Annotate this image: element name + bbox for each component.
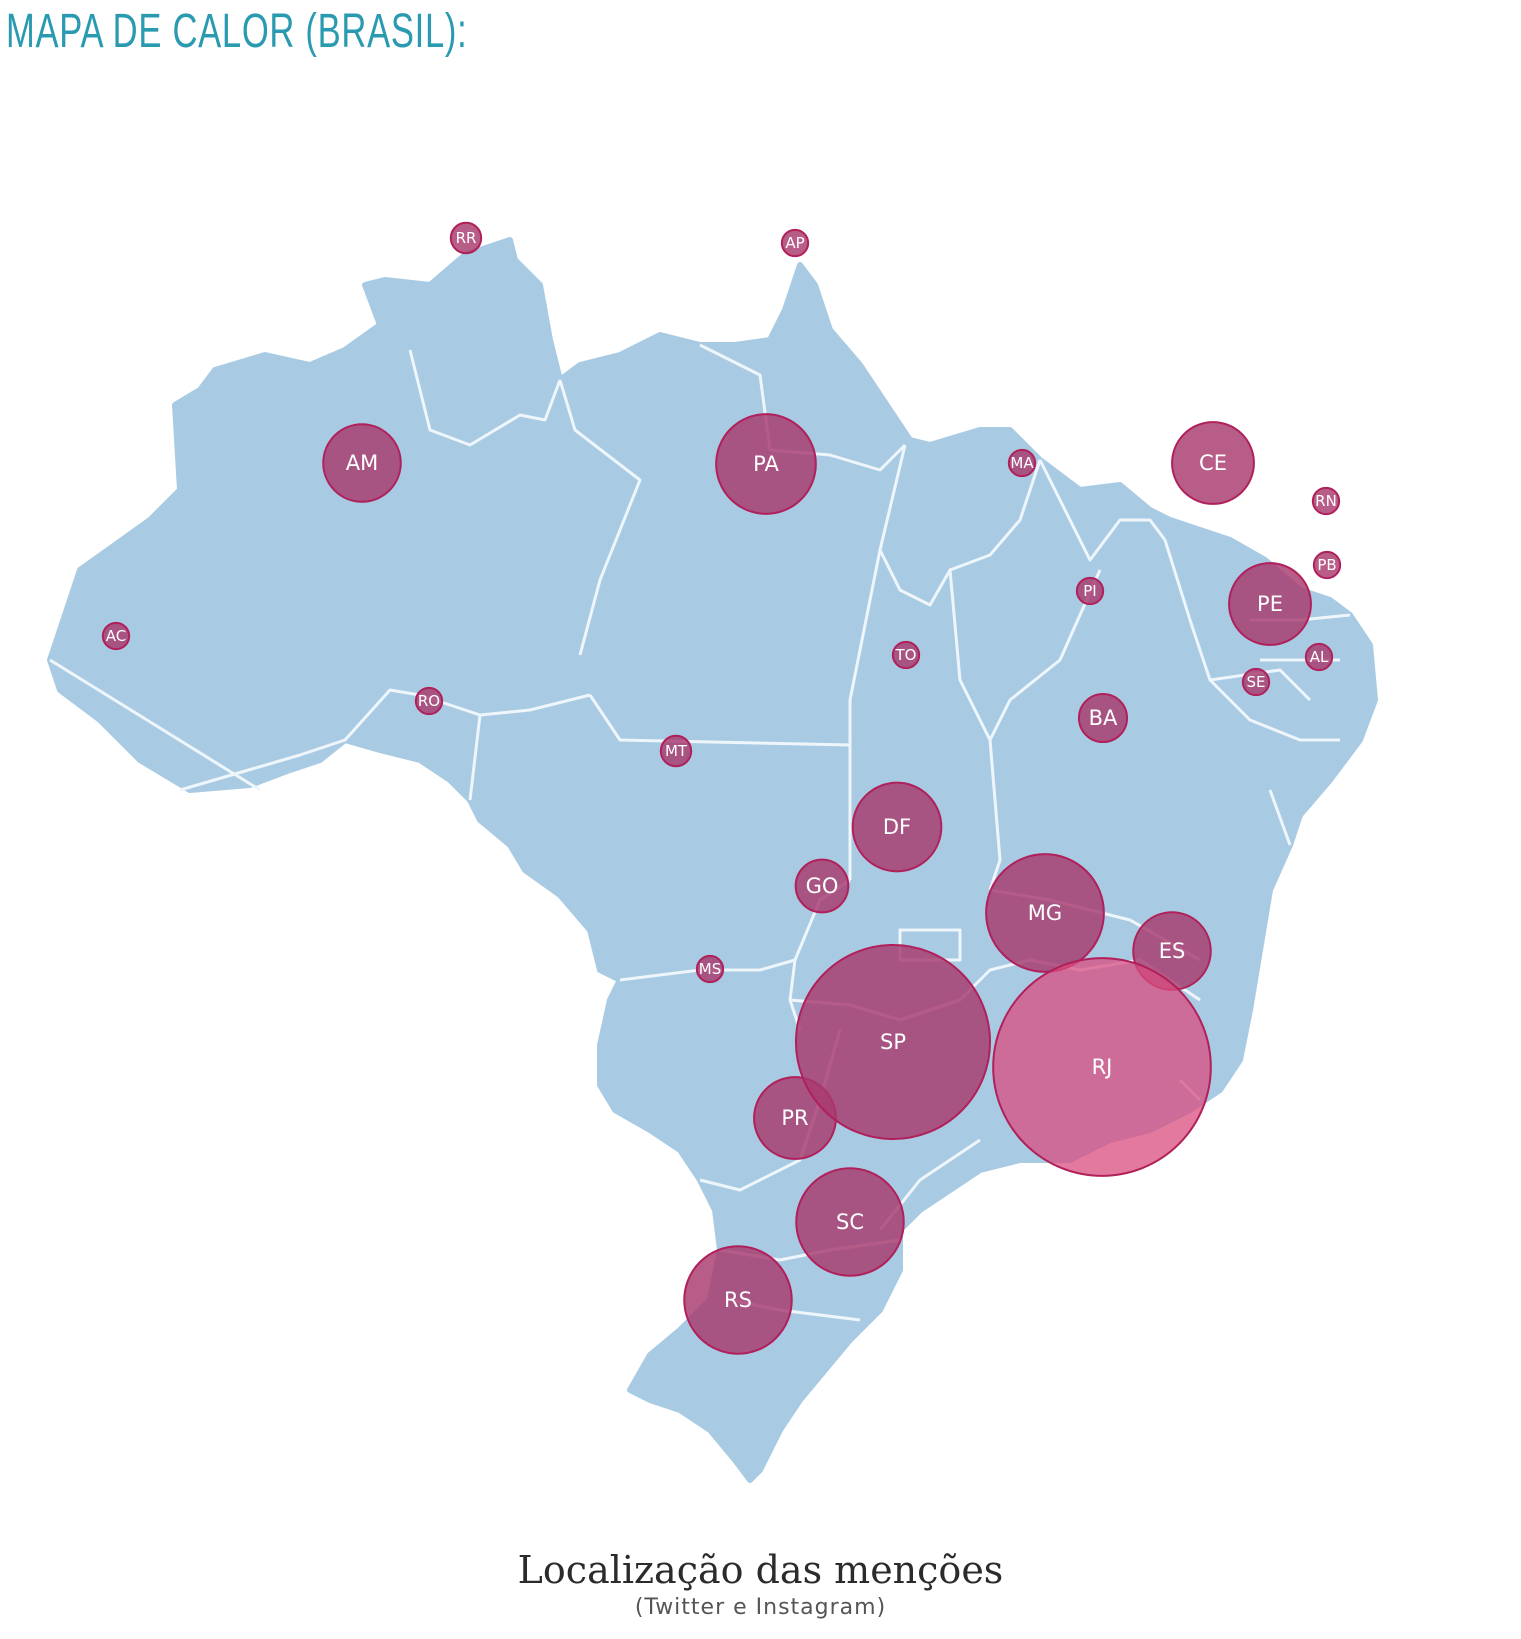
state-label-mg: MG bbox=[1028, 901, 1062, 925]
brazil-outline bbox=[47, 237, 1378, 1483]
state-bubble-pi bbox=[1075, 576, 1105, 606]
state-bubble-rn bbox=[1311, 486, 1341, 516]
state-label-to: TO bbox=[895, 646, 917, 664]
state-bubble-se bbox=[1241, 667, 1271, 697]
state-bubble-pb bbox=[1312, 550, 1342, 580]
state-label-ba: BA bbox=[1089, 706, 1118, 730]
state-label-go: GO bbox=[806, 874, 839, 898]
caption-title: Localização das menções bbox=[517, 1548, 1004, 1592]
state-bubble-am bbox=[322, 423, 402, 503]
state-bubble-to bbox=[891, 640, 921, 670]
state-label-rs: RS bbox=[724, 1288, 752, 1312]
state-label-rn: RN bbox=[1315, 492, 1337, 510]
state-label-ro: RO bbox=[418, 692, 440, 710]
state-label-rj: RJ bbox=[1092, 1055, 1113, 1079]
state-label-pi: PI bbox=[1083, 582, 1096, 600]
state-border-line bbox=[619, 958, 796, 982]
state-bubble-ba bbox=[1077, 692, 1129, 744]
state-bubble-rj bbox=[992, 957, 1212, 1177]
state-border-line bbox=[848, 549, 882, 880]
state-label-pr: PR bbox=[781, 1106, 808, 1130]
state-bubble-rr bbox=[449, 221, 483, 255]
map-caption: Localização das menções (Twitter e Insta… bbox=[0, 1548, 1521, 1622]
state-bubble-ma bbox=[1007, 448, 1037, 478]
state-bubble-sc bbox=[795, 1167, 905, 1277]
state-bubble-df bbox=[851, 781, 943, 873]
mention-bubbles: RR AP AM PA MA CE RN PB PI PE AC AL TO SE RO BA MT DF GO MG… bbox=[101, 221, 1342, 1355]
state-border-line bbox=[468, 714, 482, 801]
state-border-line bbox=[1268, 789, 1292, 846]
state-label-pa: PA bbox=[753, 452, 779, 476]
state-label-ms: MS bbox=[699, 960, 721, 978]
state-label-ce: CE bbox=[1199, 451, 1227, 475]
state-label-pe: PE bbox=[1257, 592, 1283, 616]
state-label-am: AM bbox=[346, 451, 378, 475]
state-bubble-ro bbox=[414, 686, 444, 716]
state-label-sc: SC bbox=[836, 1210, 864, 1234]
state-border-line bbox=[558, 379, 642, 656]
state-label-ap: AP bbox=[785, 234, 804, 252]
state-border-line bbox=[179, 688, 591, 792]
state-bubble-ac bbox=[101, 621, 131, 651]
state-label-rr: RR bbox=[456, 229, 477, 247]
state-border-line bbox=[1038, 459, 1167, 562]
state-border-line bbox=[1208, 678, 1340, 742]
state-bubble-ms bbox=[695, 954, 725, 984]
state-label-pb: PB bbox=[1317, 556, 1336, 574]
caption-subtitle: (Twitter e Instagram) bbox=[634, 1595, 887, 1620]
state-bubble-ce bbox=[1171, 421, 1255, 505]
state-border-line bbox=[588, 694, 851, 747]
state-label-al: AL bbox=[1310, 648, 1329, 666]
brazil-landmass bbox=[47, 237, 1378, 1483]
state-bubble-go bbox=[794, 858, 850, 914]
map-canvas: RR AP AM PA MA CE RN PB PI PE AC AL TO SE RO BA MT DF GO MG… bbox=[47, 221, 1378, 1483]
state-label-es: ES bbox=[1159, 939, 1186, 963]
brazil-heat-map: RR AP AM PA MA CE RN PB PI PE AC AL TO SE RO BA MT DF GO MG… bbox=[0, 100, 1521, 1520]
state-border-line bbox=[49, 658, 261, 792]
state-border-line bbox=[988, 569, 1102, 741]
state-border-line bbox=[878, 444, 1042, 607]
state-bubble-sp bbox=[794, 943, 992, 1141]
state-label-sp: SP bbox=[880, 1030, 906, 1054]
state-bubble-pa bbox=[715, 413, 817, 515]
state-bubble-ap bbox=[780, 228, 810, 258]
page-title: MAPA DE CALOR (BRASIL): bbox=[6, 5, 468, 58]
state-bubble-mt bbox=[659, 734, 693, 768]
state-border-line bbox=[408, 349, 562, 447]
state-label-mt: MT bbox=[665, 742, 688, 760]
state-label-ac: AC bbox=[106, 627, 126, 645]
state-label-ma: MA bbox=[1010, 454, 1034, 472]
state-bubble-al bbox=[1304, 642, 1334, 672]
state-bubble-mg bbox=[985, 853, 1105, 973]
state-label-df: DF bbox=[883, 815, 911, 839]
state-bubble-pe bbox=[1228, 562, 1312, 646]
state-bubble-rs bbox=[683, 1245, 793, 1355]
state-label-se: SE bbox=[1247, 673, 1266, 691]
